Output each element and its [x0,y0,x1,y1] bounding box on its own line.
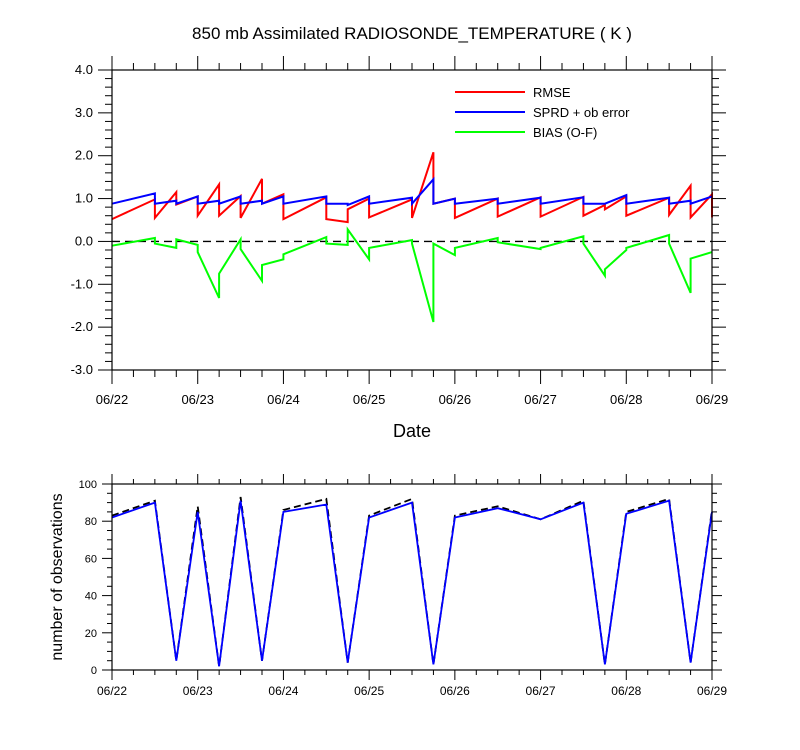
x-tick-label: 06/22 [97,684,127,698]
series-line-possible [111,496,713,667]
x-tick-label: 06/25 [353,392,386,407]
y-tick-label: 4.0 [75,62,93,77]
x-tick-label: 06/27 [526,684,556,698]
series-line-bias-o-f [111,226,713,323]
y-tick-label: 20 [85,628,97,640]
x-tick-label: 06/24 [267,392,300,407]
top-axis-ticks: -3.0 -2.0 -1.0 0.0 1.0 2.0 3.0 4.0 06/22 06/23 06/… [71,56,729,407]
top-series-group [111,151,713,323]
chart-title: 850 mb Assimilated RADIOSONDE_TEMPERATUR… [192,24,632,43]
y-tick-label: 2.0 [75,148,93,163]
x-tick-label: 06/29 [696,392,729,407]
series-line-rmse [111,151,713,224]
y-tick-label: 3.0 [75,105,93,120]
series-line-used [111,499,713,667]
bottom-plot-frame [111,483,713,671]
legend-label-rmse: RMSE [533,85,571,100]
bottom-chart: 0 20 40 60 80 100 06/22 06/23 06/24 06/25 06/26 06/… [49,474,727,698]
x-tick-label: 06/24 [268,684,298,698]
x-tick-label: 06/23 [183,684,213,698]
x-tick-label: 06/25 [354,684,384,698]
y-tick-label: -2.0 [71,319,93,334]
x-tick-label: 06/29 [697,684,727,698]
bottom-series-group [111,496,713,667]
y-tick-label: 60 [85,553,97,565]
y-tick-label: -1.0 [71,276,93,291]
x-tick-label: 06/26 [440,684,470,698]
legend-label-sprd: SPRD + ob error [533,105,630,120]
legend-label-bias: BIAS (O-F) [533,125,597,140]
x-tick-label: 06/23 [181,392,214,407]
top-chart: 850 mb Assimilated RADIOSONDE_TEMPERATUR… [71,24,729,441]
y-tick-label: 40 [85,591,97,603]
x-tick-label: 06/28 [611,684,641,698]
y-tick-label: -3.0 [71,362,93,377]
y-tick-label: 0 [91,665,97,677]
y-axis-label-observations: number of observations [49,493,66,660]
legend: RMSE SPRD + ob error BIAS (O-F) [455,85,630,140]
x-tick-label: 06/27 [524,392,557,407]
x-tick-label: 06/22 [96,392,129,407]
y-tick-label: 0.0 [75,233,93,248]
y-tick-label: 100 [79,479,97,491]
series-line-sprd-ob-error [111,176,713,207]
x-tick-label: 06/28 [610,392,643,407]
x-tick-label: 06/26 [439,392,472,407]
y-tick-label: 80 [85,516,97,528]
bottom-axis-ticks: 0 20 40 60 80 100 06/22 06/23 06/24 06/25 06/26 06/… [79,474,727,698]
y-tick-label: 1.0 [75,191,93,206]
x-axis-label: Date [393,421,431,441]
